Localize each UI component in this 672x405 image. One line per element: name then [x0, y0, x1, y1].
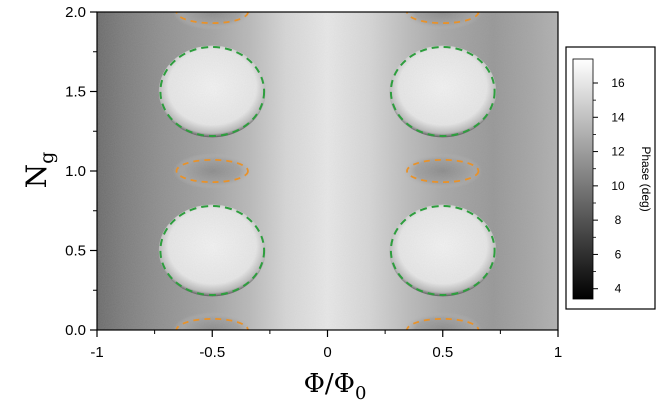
green-dashed-ellipse	[389, 204, 496, 297]
x-axis-title: Φ/Φ0	[304, 369, 367, 404]
x-tick-label: 0.5	[432, 344, 453, 361]
colorbar: 4 6 8 10 12 14 16 Phase (deg)	[565, 46, 656, 310]
green-dashed-ellipse	[159, 45, 266, 138]
green-dashed-ellipse	[159, 204, 266, 297]
x-axis: -1 -0.5 0 0.5 1	[90, 330, 562, 361]
colorbar-tick-label: 10	[611, 179, 625, 193]
y-tick-label: 0.0	[65, 322, 86, 339]
colorbar-tick-label: 12	[611, 145, 625, 159]
colorbar-tick-label: 4	[615, 282, 622, 296]
x-tick-label: 1	[554, 344, 562, 361]
colorbar-tick-label: 8	[615, 213, 622, 227]
y-axis: 0.0 0.5 1.0 1.5 2.0	[65, 4, 97, 339]
x-tick-label: 0	[323, 344, 331, 361]
colorbar-tick-label: 16	[611, 76, 625, 90]
colorbar-ticks: 4 6 8 10 12 14 16	[593, 76, 625, 296]
y-tick-label: 2.0	[65, 4, 86, 21]
green-dashed-ellipse	[389, 45, 496, 138]
colorbar-label: Phase (deg)	[639, 146, 653, 211]
y-tick-label: 1.0	[65, 163, 86, 180]
x-tick-label: -1	[90, 344, 103, 361]
y-axis-title: Ng	[20, 152, 58, 189]
colorbar-tick-label: 6	[615, 247, 622, 261]
y-tick-label: 0.5	[65, 243, 86, 260]
x-tick-label: -0.5	[199, 344, 225, 361]
heatmap-noise	[97, 12, 558, 330]
orange-dashed-ellipse	[175, 158, 249, 184]
colorbar-ramp	[572, 58, 594, 300]
colorbar-tick-label: 14	[611, 110, 625, 124]
y-tick-label: 1.5	[65, 84, 86, 101]
orange-dashed-ellipse	[406, 158, 480, 184]
heatmap-plot-area	[97, 12, 558, 330]
